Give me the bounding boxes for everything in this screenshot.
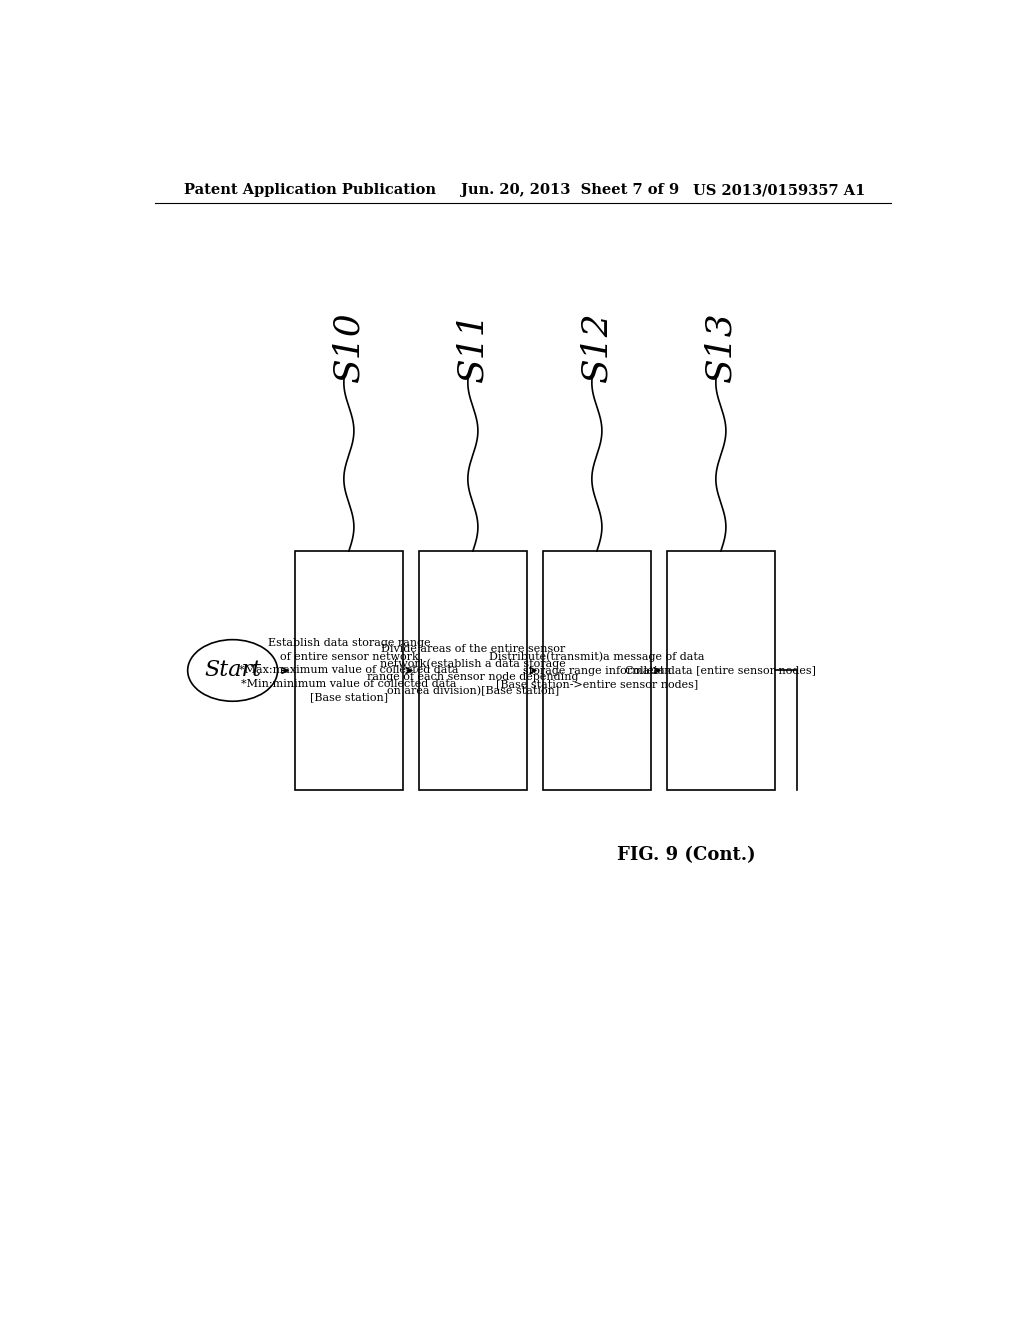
Text: S11: S11	[456, 312, 489, 383]
Text: S12: S12	[580, 312, 613, 383]
Bar	[667, 552, 775, 789]
Text: Establish data storage range
of entire sensor network
*Max:maximum value of coll: Establish data storage range of entire s…	[240, 639, 459, 702]
Text: S10: S10	[332, 312, 366, 383]
Bar	[419, 552, 527, 789]
Text: Divide areas of the entire sensor
network(establish a data storage
range of each: Divide areas of the entire sensor networ…	[368, 644, 579, 697]
Text: Collect data [entire sensor nodes]: Collect data [entire sensor nodes]	[626, 665, 816, 676]
Text: S13: S13	[703, 312, 738, 383]
Text: Distribute(transmit)a message of data
storage range information
[Base station->e: Distribute(transmit)a message of data st…	[489, 652, 705, 689]
Bar	[295, 552, 403, 789]
Text: Start: Start	[204, 660, 261, 681]
Text: US 2013/0159357 A1: US 2013/0159357 A1	[693, 183, 866, 197]
Text: Jun. 20, 2013  Sheet 7 of 9: Jun. 20, 2013 Sheet 7 of 9	[461, 183, 679, 197]
Ellipse shape	[187, 640, 278, 701]
Text: FIG. 9 (Cont.): FIG. 9 (Cont.)	[616, 846, 756, 865]
Text: Patent Application Publication: Patent Application Publication	[183, 183, 436, 197]
Bar	[543, 552, 651, 789]
